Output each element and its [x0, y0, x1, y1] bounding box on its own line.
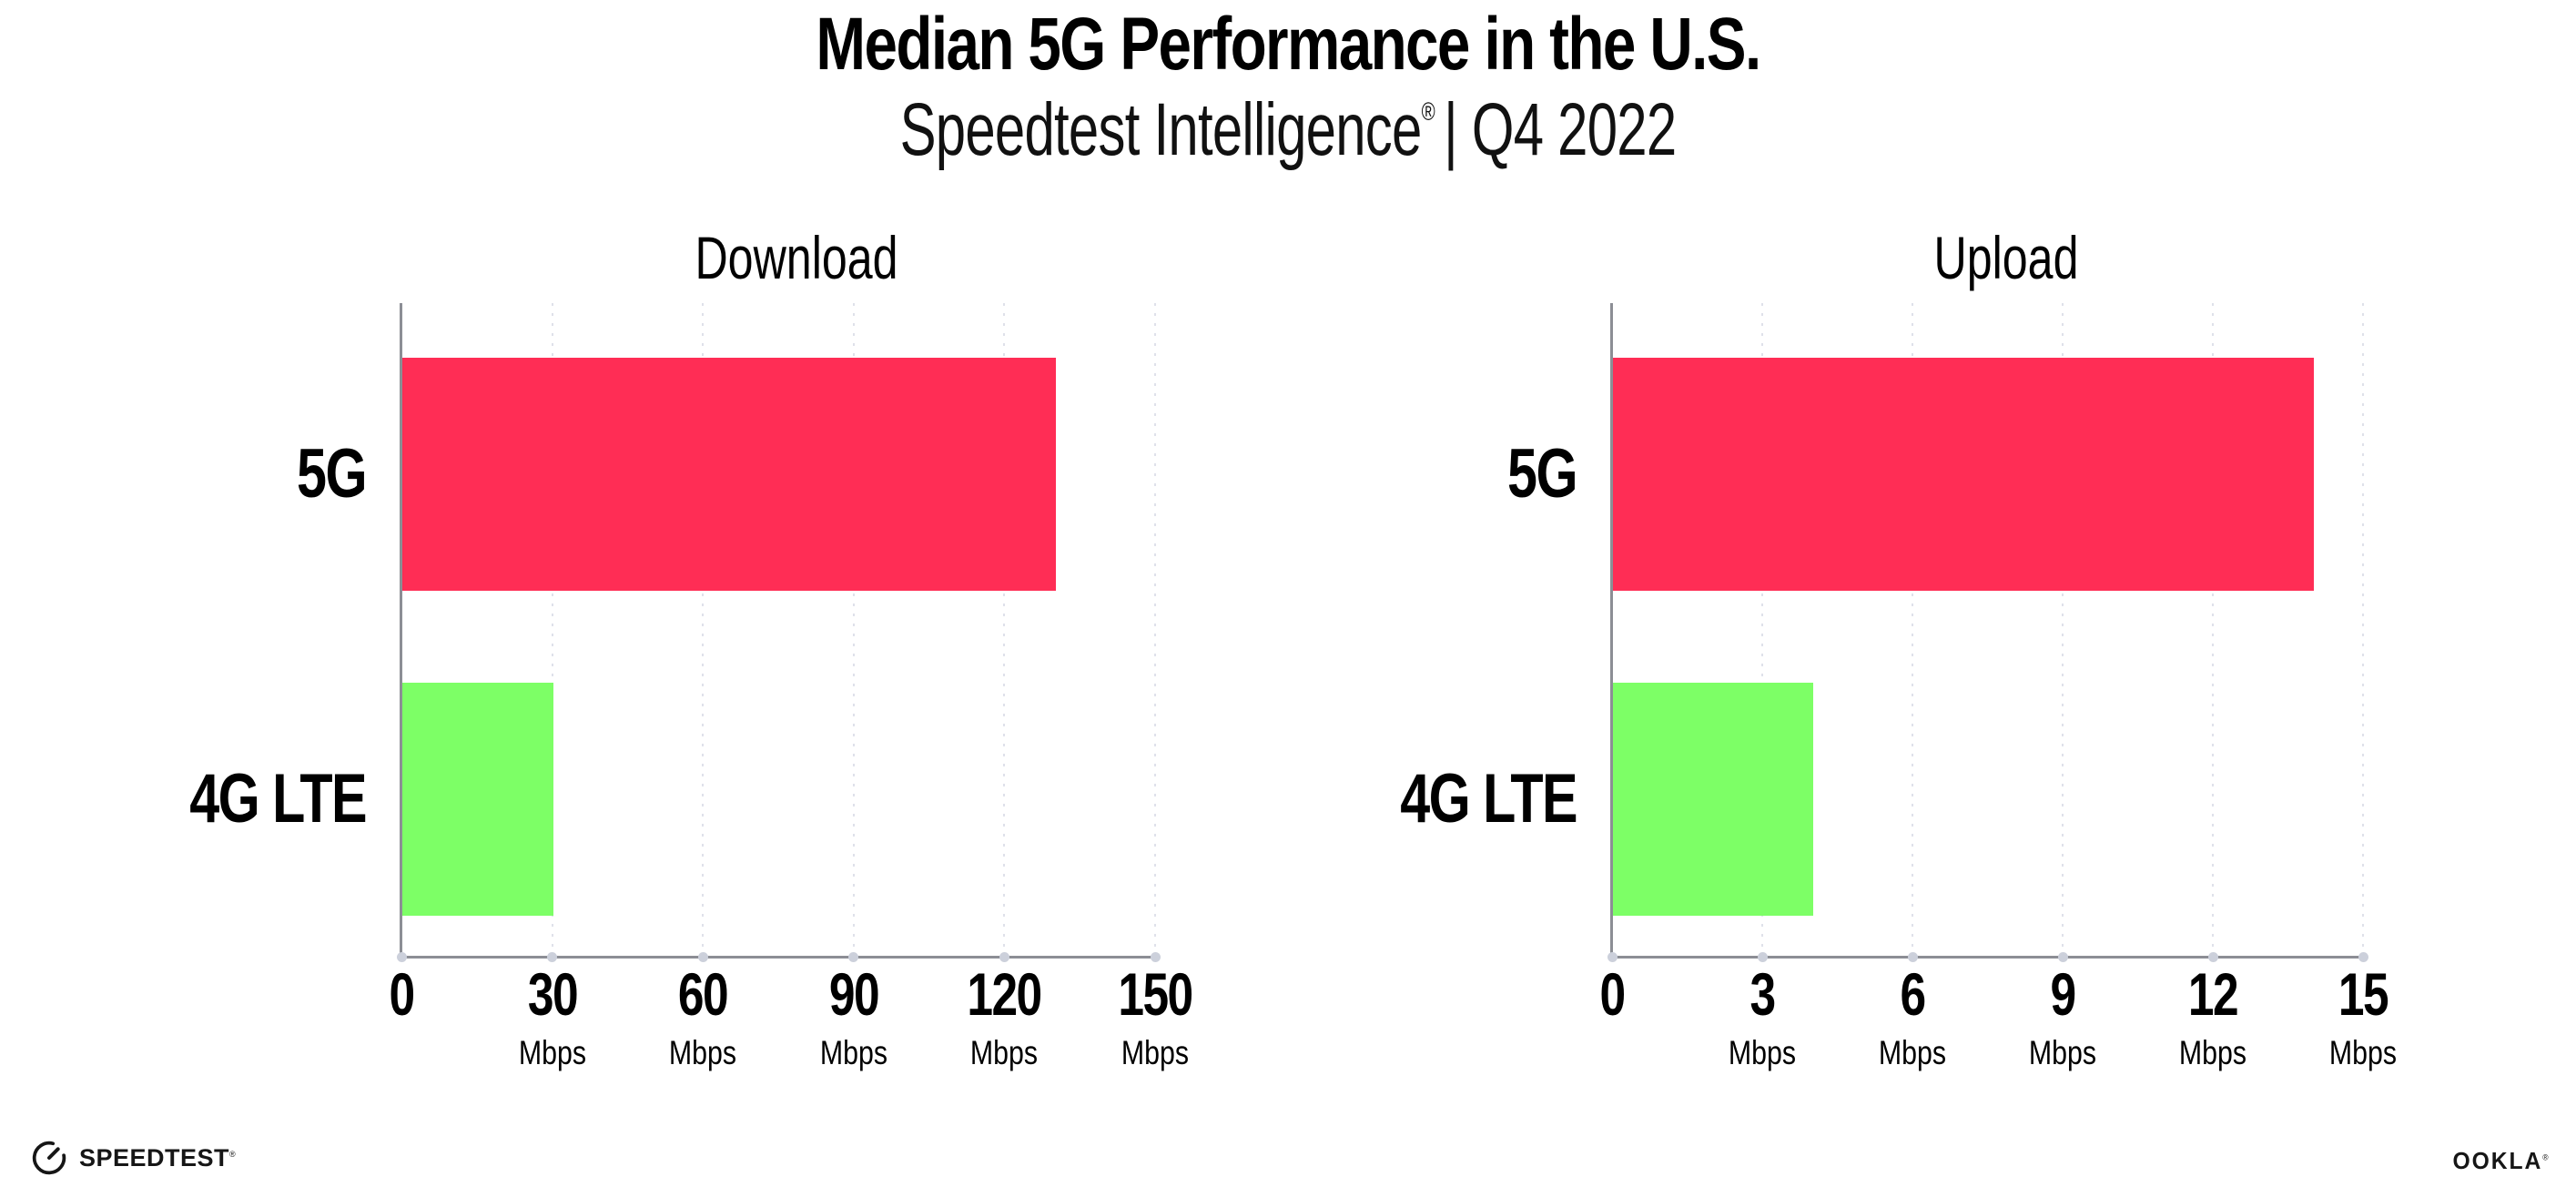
- download-unit-label-120: Mbps: [970, 1034, 1039, 1071]
- upload-bar-5g: [1613, 358, 2314, 591]
- download-gridline-150: [1154, 303, 1156, 959]
- page-subtitle: Speedtest Intelligence® | Q4 2022: [348, 87, 2228, 173]
- download-gridline-120: [1003, 303, 1006, 959]
- upload-tick-label-3: 3: [1749, 960, 1776, 1028]
- download-tick-label-90: 90: [828, 960, 880, 1028]
- upload-category-label-5g: 5G: [1507, 435, 1578, 512]
- upload-tick-label-0: 0: [1599, 960, 1626, 1028]
- upload-tick-dot-0: [1607, 952, 1618, 962]
- download-unit-label-90: Mbps: [819, 1034, 887, 1071]
- upload-tick-label-6: 6: [1900, 960, 1926, 1028]
- download-tick-dot-30: [547, 952, 558, 962]
- upload-category-label-4g-lte: 4G LTE: [1400, 760, 1577, 837]
- download-tick-label-30: 30: [527, 960, 579, 1028]
- upload-unit-label-15: Mbps: [2328, 1034, 2398, 1071]
- upload-gridline-12: [2212, 303, 2214, 959]
- download-tick-label-120: 120: [967, 960, 1043, 1028]
- upload-y-axis-line: [1610, 303, 1613, 959]
- download-unit-label-150: Mbps: [1121, 1034, 1190, 1071]
- upload-tick-dot-15: [2358, 952, 2368, 962]
- speedtest-logo: SPEEDTEST®: [30, 1139, 236, 1177]
- page-title: Median 5G Performance in the U.S.: [816, 3, 1761, 86]
- upload-unit-label-12: Mbps: [2178, 1034, 2247, 1071]
- speedtest-gauge-icon: [32, 1141, 66, 1175]
- upload-unit-label-3: Mbps: [1728, 1034, 1797, 1071]
- download-gridline-90: [852, 303, 855, 959]
- upload-tick-dot-12: [2207, 952, 2218, 962]
- upload-tick-label-12: 12: [2187, 960, 2239, 1028]
- speedtest-wordmark: SPEEDTEST®: [79, 1143, 237, 1172]
- upload-tick-label-15: 15: [2338, 960, 2389, 1028]
- download-category-label-5g: 5G: [297, 435, 368, 512]
- upload-unit-label-6: Mbps: [1878, 1034, 1947, 1071]
- download-tick-dot-60: [697, 952, 708, 962]
- upload-x-axis-line: [1610, 956, 2367, 959]
- registered-trademark-icon: ®: [1421, 97, 1435, 126]
- ookla-wordmark: OOKLA: [2452, 1147, 2543, 1174]
- download-y-axis-line: [400, 303, 402, 959]
- download-tick-label-0: 0: [389, 960, 415, 1028]
- upload-gridline-9: [2062, 303, 2064, 959]
- download-tick-dot-0: [396, 952, 407, 962]
- download-unit-label-60: Mbps: [669, 1034, 737, 1071]
- ookla-logo: OOKLA®: [2453, 1147, 2549, 1175]
- download-tick-label-150: 150: [1118, 960, 1193, 1028]
- download-tick-dot-120: [999, 952, 1009, 962]
- download-bar-4g-lte: [402, 683, 553, 916]
- upload-tick-dot-9: [2057, 952, 2068, 962]
- subtitle-period: | Q4 2022: [1444, 88, 1677, 171]
- download-tick-dot-90: [848, 952, 859, 962]
- registered-trademark-icon: ®: [2542, 1152, 2549, 1162]
- download-tick-label-60: 60: [678, 960, 729, 1028]
- upload-tick-dot-3: [1757, 952, 1768, 962]
- upload-chart-title: Upload: [1933, 224, 2078, 291]
- download-chart-title: Download: [695, 224, 898, 291]
- download-tick-dot-150: [1150, 952, 1161, 962]
- download-unit-label-30: Mbps: [518, 1034, 586, 1071]
- upload-bar-4g-lte: [1613, 683, 1813, 916]
- upload-gridline-3: [1761, 303, 1763, 959]
- subtitle-brand: Speedtest Intelligence: [899, 88, 1423, 171]
- download-x-axis-line: [400, 956, 1159, 959]
- download-category-label-4g-lte: 4G LTE: [189, 760, 367, 837]
- upload-gridline-6: [1912, 303, 1913, 959]
- download-bar-5g: [402, 358, 1056, 591]
- download-gridline-60: [702, 303, 705, 959]
- registered-trademark-icon: ®: [229, 1149, 237, 1159]
- upload-gridline-15: [2362, 303, 2364, 959]
- upload-unit-label-9: Mbps: [2028, 1034, 2097, 1071]
- upload-tick-label-9: 9: [2050, 960, 2076, 1028]
- upload-tick-dot-6: [1907, 952, 1918, 962]
- download-gridline-30: [551, 303, 553, 959]
